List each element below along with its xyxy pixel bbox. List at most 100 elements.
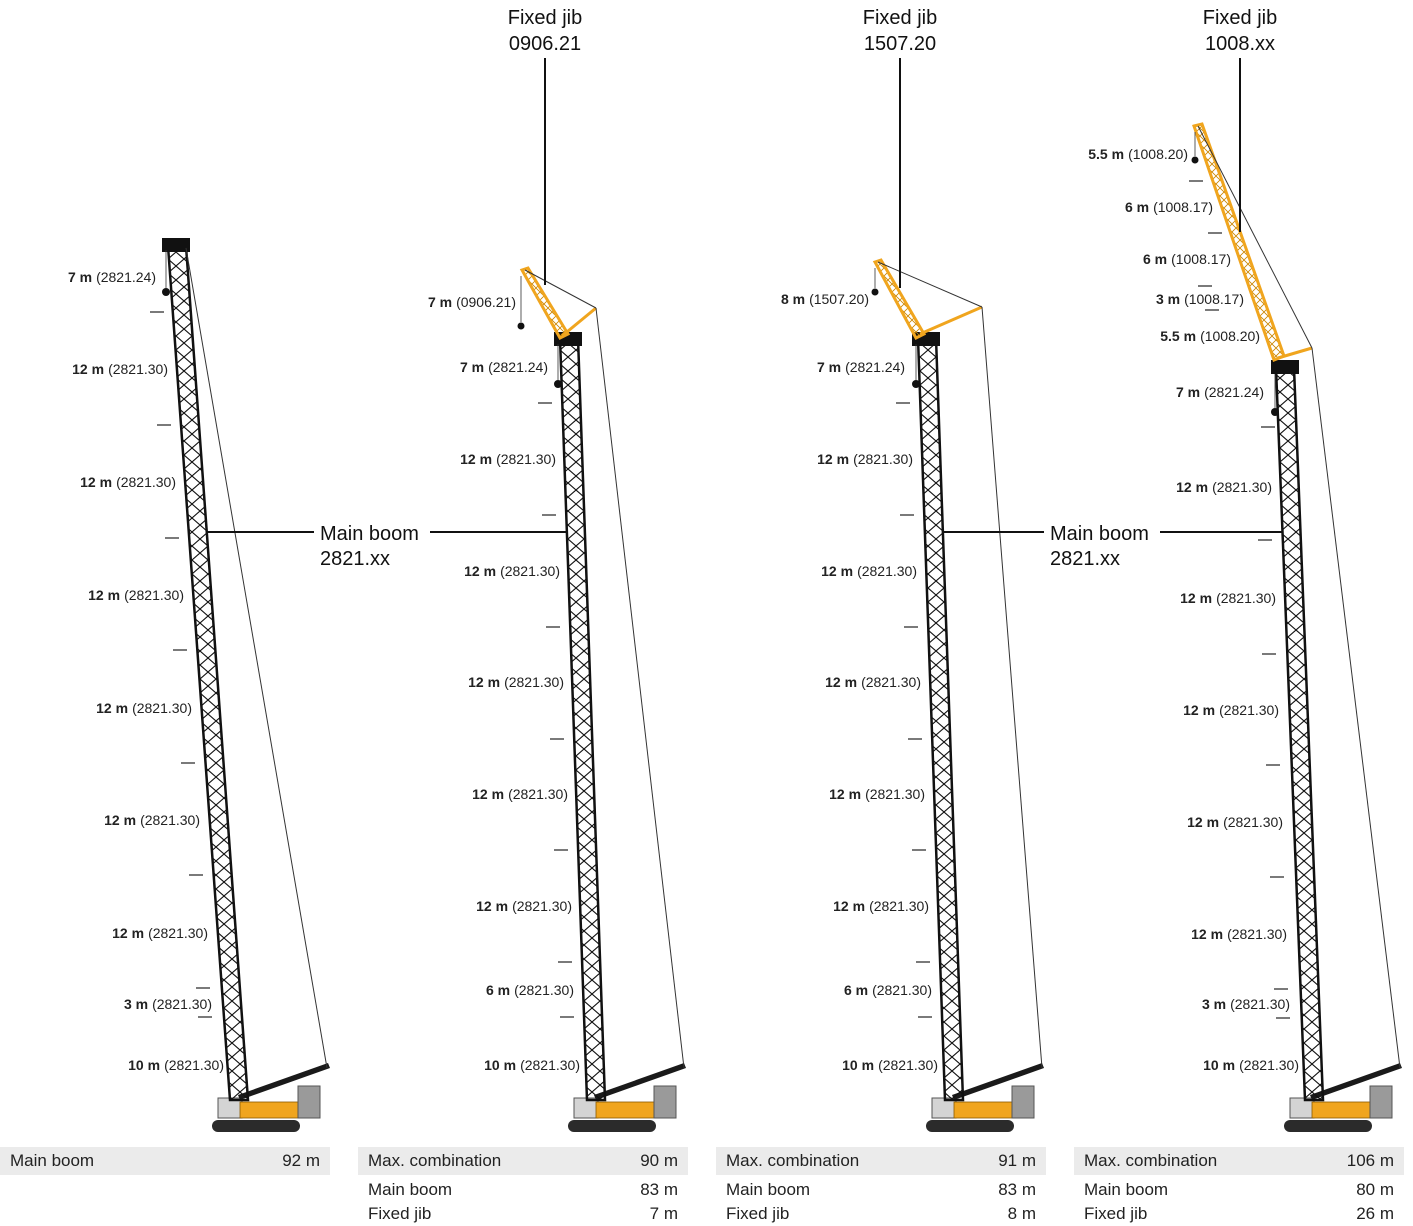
main-boom-callout-right: Main boom 2821.xx [943,523,1283,570]
spec-label: Main boom [1084,1180,1169,1199]
spec-label: Main boom [10,1151,95,1170]
segment-label: 7 m (2821.24) [68,269,156,285]
hook-block [871,288,879,296]
segment-label: 12 m (2821.30) [80,474,176,490]
hook-block [517,322,525,330]
spec-value: 83 m [998,1180,1036,1199]
crane-1: 7 m (2821.24) 12 m (2821.30) 12 m (2821.30)… [68,238,330,1132]
segment-label: 12 m (2821.30) [1187,814,1283,830]
tick-marks [896,402,932,1018]
hook-block [1191,156,1199,164]
segment-label: 12 m (2821.30) [1191,926,1287,942]
hook-block [162,288,170,296]
spec-label: Main boom [368,1180,453,1199]
spec-row-header: Max. combination 90 m [358,1147,688,1175]
spec-label: Max. combination [726,1151,860,1170]
segment-label: 12 m (2821.30) [96,700,192,716]
svg-text:2821.xx: 2821.xx [320,548,390,570]
jib-strut [1277,346,1313,360]
crane-4: 5.5 m (1008.20) 6 m (1008.17) 6 m (1008.17)… [1088,7,1402,1132]
segment-label: 12 m (2821.30) [821,563,917,579]
fixed-jib-callout: Fixed jib 0906.21 [508,7,582,285]
segment-label: 6 m (1008.17) [1143,251,1231,267]
segment-label: 7 m (2821.24) [817,359,905,375]
main-boom [1274,366,1325,1102]
segment-label: 12 m (2821.30) [1180,590,1276,606]
spec-value: 91 m [998,1151,1036,1170]
svg-text:Fixed jib: Fixed jib [863,7,937,29]
segment-label: 3 m (2821.30) [1202,996,1290,1012]
tick-marks [150,311,212,1018]
segment-label: 12 m (2821.30) [825,674,921,690]
spec-label: Fixed jib [726,1204,790,1223]
spec-row: Fixed jib 8 m [716,1204,1046,1226]
boom-pendant [1311,347,1401,1069]
spec-row-header: Max. combination 91 m [716,1147,1046,1175]
svg-text:Main boom: Main boom [1050,523,1149,545]
jib-strut [919,305,983,336]
boom-pendant [185,247,328,1069]
spec-label: Fixed jib [368,1204,432,1223]
segment-label: 5.5 m (1008.20) [1160,328,1260,344]
segment-label: 12 m (2821.30) [112,925,208,941]
segment-label: 12 m (2821.30) [472,786,568,802]
segment-label: 3 m (2821.30) [124,996,212,1012]
segment-label: 10 m (2821.30) [484,1057,580,1073]
svg-text:Main boom: Main boom [320,523,419,545]
svg-text:2821.xx: 2821.xx [1050,548,1120,570]
hook-block [912,380,920,388]
spec-row: Fixed jib 7 m [358,1204,688,1226]
spec-value: 8 m [1007,1204,1036,1223]
segment-labels: 7 m (2821.24) 12 m (2821.30) 12 m (2821.30)… [68,269,224,1073]
segment-label: 7 m (0906.21) [428,294,516,310]
segment-label: 12 m (2821.30) [1183,702,1279,718]
segment-label: 12 m (2821.30) [833,898,929,914]
segment-label: 12 m (2821.30) [468,674,564,690]
segment-label: 8 m (1507.20) [781,291,869,307]
segment-label: 5.5 m (1008.20) [1088,146,1188,162]
spec-row: Main boom 83 m [358,1180,688,1202]
segment-label: 6 m (2821.30) [486,982,574,998]
spec-value: 90 m [640,1151,678,1170]
segment-label: 7 m (2821.24) [1176,384,1264,400]
segment-label: 12 m (2821.30) [476,898,572,914]
jib-strut [561,306,597,338]
spec-label: Fixed jib [1084,1204,1148,1223]
segment-label: 12 m (2821.30) [817,451,913,467]
crane-base [212,1063,330,1132]
jib-guy [877,261,983,308]
main-boom-callout-left: Main boom 2821.xx [207,523,566,570]
segment-label: 12 m (2821.30) [104,812,200,828]
segment-label: 12 m (2821.30) [72,361,168,377]
crane-2: 7 m (0906.21) 7 m (2821.24) 12 m (2821.30) … [428,7,686,1132]
crane-base [568,1063,686,1132]
segment-label: 10 m (2821.30) [1203,1057,1299,1073]
boom-head [1271,360,1299,374]
spec-row: Main boom 80 m [1074,1180,1404,1202]
spec-label: Max. combination [1084,1151,1218,1170]
spec-label: Max. combination [368,1151,502,1170]
spec-value: 83 m [640,1180,678,1199]
fixed-jib [519,266,571,340]
segment-label: 12 m (2821.30) [460,451,556,467]
boom-head [162,238,190,252]
spec-value: 26 m [1356,1204,1394,1223]
crane-3: 8 m (1507.20) 7 m (2821.24) 12 m (2821.30) … [781,7,1044,1132]
segment-label: 12 m (2821.30) [829,786,925,802]
hook-block [554,380,562,388]
fixed-jib-callout: Fixed jib 1008.xx [1203,7,1277,232]
svg-text:1507.20: 1507.20 [864,33,936,55]
svg-text:1008.xx: 1008.xx [1205,33,1275,55]
segment-labels: 7 m (0906.21) 7 m (2821.24) 12 m (2821.30) … [428,294,580,1073]
crane-base [1284,1063,1402,1132]
segment-label: 7 m (2821.24) [460,359,548,375]
segment-label: 12 m (2821.30) [88,587,184,603]
jib-guy [524,269,597,309]
segment-labels: 8 m (1507.20) 7 m (2821.24) 12 m (2821.30) … [781,291,938,1073]
svg-text:Fixed jib: Fixed jib [1203,7,1277,29]
tick-marks [1189,180,1290,1019]
crane-base [926,1063,1044,1132]
spec-row-header: Max. combination 106 m [1074,1147,1404,1175]
jib-guy [1197,125,1313,349]
spec-value: 7 m [649,1204,678,1223]
